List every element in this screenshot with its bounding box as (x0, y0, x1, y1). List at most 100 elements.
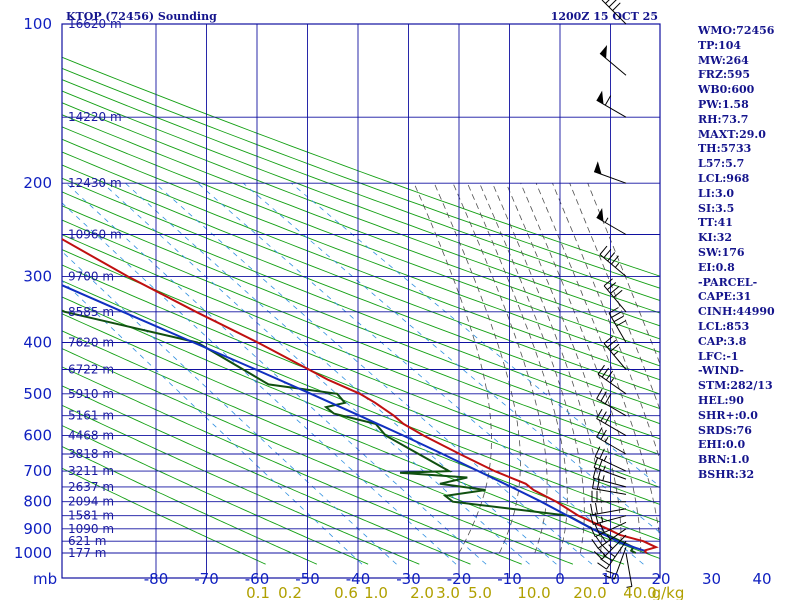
wind-barb-flag (613, 289, 623, 298)
index-item: SRDS:76 (698, 423, 752, 437)
wind-barb-flag (597, 562, 607, 570)
wind-barb-flag (592, 477, 595, 489)
moist-adiabat (505, 183, 622, 554)
moist-adiabat (452, 183, 548, 554)
wind-barb-halfflag (614, 262, 620, 268)
dry-adiabat (62, 164, 660, 395)
wind-barb-flag (608, 307, 619, 314)
wind-barb (596, 208, 627, 235)
index-item: TH:5733 (698, 142, 752, 156)
height-label: 4468 m (68, 429, 114, 443)
wind-barb-flag (599, 245, 608, 255)
wind-barb (601, 0, 627, 25)
wind-barb-flag (613, 315, 624, 323)
wind-barb-flag (603, 278, 613, 287)
wind-barb-flag (590, 526, 596, 537)
pressure-tick-label: 700 (23, 462, 52, 480)
wind-barb-flag (592, 467, 597, 479)
wind-barb-halfflag (602, 475, 605, 481)
mixing-ratio-line (62, 280, 363, 565)
index-item: CAPE:31 (698, 290, 752, 304)
mixing-ratio-label: 10.0 (517, 584, 550, 600)
moist-adiabat (520, 183, 642, 553)
moist-adiabat (552, 183, 660, 462)
dry-adiabat (62, 445, 317, 565)
pressure-tick-label: 400 (23, 334, 52, 352)
wind-barb-halfflag (604, 217, 609, 223)
wind-barb-flag (610, 286, 620, 294)
wind-barb-flag (591, 539, 599, 549)
wind-barb-flag (616, 320, 627, 327)
wind-barb-flag (604, 413, 612, 424)
chart-title: KTOP (72456) Sounding (66, 10, 217, 23)
wind-barb-flag (607, 252, 616, 262)
mixing-ratio-label: 2.0 (410, 584, 434, 600)
wind-barb-flag (595, 536, 603, 546)
dry-adiabat (62, 425, 369, 565)
mixing-ratio-line (243, 182, 660, 534)
dry-adiabat (62, 264, 660, 505)
wind-barb (591, 490, 626, 503)
mixing-ratio-line (125, 182, 557, 565)
index-item: MW:264 (698, 53, 749, 67)
dry-adiabat (62, 296, 660, 541)
wind-barb-flag (589, 513, 594, 525)
wind-barb-halfflag (610, 553, 616, 558)
height-label: 10960 m (68, 228, 122, 242)
wind-barb-staff (599, 254, 627, 277)
temperature-tick-label: 30 (702, 570, 721, 588)
wind-barb (596, 427, 627, 455)
index-item: TP:104 (698, 38, 742, 52)
wind-barb-flag (604, 393, 612, 404)
wind-barb-pennant (596, 208, 604, 222)
wind-barb-halfflag (626, 586, 632, 588)
height-label: 1581 m (68, 509, 114, 523)
index-item: TT:41 (698, 216, 733, 230)
index-item: PW:1.58 (698, 97, 749, 111)
index-item: WB0:600 (698, 83, 755, 97)
index-item: LFC:-1 (698, 349, 739, 363)
index-item: RH:73.7 (698, 112, 749, 126)
wind-barb-staff (606, 540, 627, 570)
wind-barb-staff (597, 373, 627, 395)
temperature-tick-label: -20 (447, 570, 472, 588)
temperature-tick-label: -40 (346, 570, 371, 588)
height-label: 14220 m (68, 110, 122, 124)
wind-barb (603, 336, 627, 370)
wind-barb-pennant (596, 90, 604, 105)
height-label: 177 m (68, 546, 106, 560)
wind-barb-staff (603, 343, 627, 370)
mixing-ratio-label: 0.2 (278, 584, 302, 600)
index-item: BSHR:32 (698, 467, 755, 481)
dry-adiabat (62, 102, 660, 327)
wind-barb-staff (597, 528, 627, 549)
wind-barb (596, 388, 627, 417)
index-item: SW:176 (698, 245, 745, 259)
index-item: LCL:853 (698, 319, 750, 333)
wind-barb-flag (596, 427, 603, 438)
wind-barb-flag (600, 411, 607, 422)
temperature-tick-label: -80 (144, 570, 169, 588)
wind-barb-flag (593, 551, 603, 560)
wind-barb-flag (611, 311, 622, 318)
wind-barb-flag (597, 468, 602, 480)
wind-barb-flag (605, 370, 614, 381)
index-item: STM:282/13 (698, 379, 773, 393)
wind-barb-flag (596, 388, 603, 399)
wind-barb-staff (593, 467, 627, 480)
height-label: 2637 m (68, 480, 114, 494)
index-item: EI:0.8 (698, 260, 735, 274)
wind-barb-flag (600, 558, 610, 566)
temperature-tick-label: 20 (651, 570, 670, 588)
wind-barb-flag (599, 448, 605, 460)
valid-time: 1200Z 15 OCT 25 (551, 10, 658, 23)
dry-adiabat (62, 67, 660, 289)
index-item: WMO:72456 (698, 24, 775, 37)
wind-barb (594, 446, 627, 472)
dry-adiabat (62, 348, 574, 565)
index-item: CAP:3.8 (698, 334, 747, 348)
wind-barb-flag (605, 0, 610, 4)
dry-adiabat (62, 330, 625, 565)
wind-barb-flag (590, 503, 593, 515)
wind-barb (608, 307, 627, 343)
